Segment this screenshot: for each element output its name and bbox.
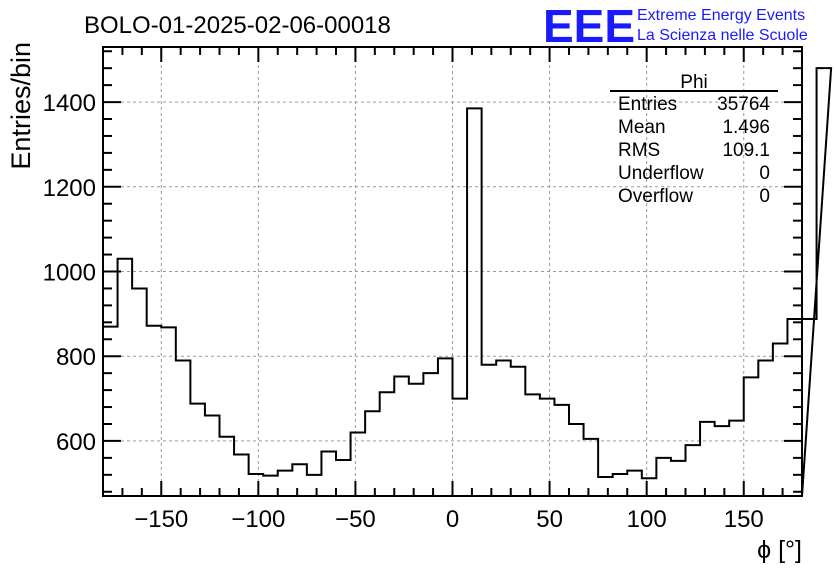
x-axis-label: ϕ [°] — [757, 536, 802, 564]
histogram-bin — [671, 461, 686, 496]
stats-row-value: 35764 — [717, 94, 770, 115]
histogram-bin — [642, 478, 657, 496]
stats-row-value: 0 — [759, 186, 770, 207]
histogram-bin — [817, 68, 832, 496]
histogram-bin — [569, 424, 584, 496]
eee-logo-mark: EEE — [543, 0, 635, 52]
histogram-bin — [511, 367, 526, 496]
y-tick-label: 1400 — [43, 90, 96, 117]
eee-logo-line1: Extreme Energy Events — [637, 7, 805, 24]
histogram-bin — [205, 416, 220, 496]
histogram-bin — [584, 439, 599, 496]
histogram-bin — [423, 373, 438, 496]
x-tick-label: 150 — [724, 506, 764, 533]
histogram-bin — [802, 319, 817, 496]
histogram-bin — [380, 392, 395, 496]
stats-box-title: Phi — [680, 72, 707, 93]
histogram-bin — [613, 474, 628, 496]
histogram-bin — [307, 475, 322, 496]
histogram-bin — [176, 360, 191, 496]
histogram-bin — [715, 426, 730, 496]
stats-row-value: 1.496 — [722, 117, 770, 138]
histogram-bin — [453, 399, 468, 496]
histogram-bin — [525, 394, 540, 496]
histogram-bin — [365, 411, 380, 496]
histogram-bin — [336, 460, 351, 496]
y-tick-label: 600 — [56, 429, 96, 456]
stats-row-label: Mean — [618, 117, 666, 138]
histogram-bin — [496, 360, 511, 496]
eee-logo: EEE Extreme Energy Events La Scienza nel… — [543, 0, 808, 52]
x-tick-label: 100 — [627, 506, 667, 533]
axis-ticks: −150 −100 −50 0 50 100 150 600 800 1000 1200 1400 — [43, 47, 803, 533]
y-tick-label: 1200 — [43, 175, 96, 202]
histogram-bin — [409, 384, 424, 496]
histogram-bin — [220, 437, 235, 496]
x-tick-label: 0 — [446, 506, 459, 533]
histogram-bin — [729, 421, 744, 496]
histogram-bin — [147, 326, 162, 496]
histogram-bin — [744, 377, 759, 496]
x-tick-label: −50 — [335, 506, 376, 533]
stats-row-value: 0 — [759, 163, 770, 184]
histogram-series — [102, 67, 833, 497]
histogram-bin — [773, 344, 788, 496]
histogram-bin — [278, 471, 293, 496]
histogram-bin — [438, 358, 453, 496]
histogram-bin — [103, 327, 118, 496]
histogram-bin — [598, 477, 613, 496]
x-tick-label: 50 — [536, 506, 563, 533]
histogram-bin — [467, 108, 482, 496]
chart-title: BOLO-01-2025-02-06-00018 — [84, 12, 391, 39]
histogram-bin — [321, 452, 336, 496]
histogram-bin — [190, 404, 205, 496]
x-tick-label: −150 — [134, 506, 188, 533]
histogram-bin — [351, 432, 366, 496]
y-tick-label: 800 — [56, 344, 96, 371]
histogram-bin — [118, 259, 133, 496]
stats-box: Phi Entries 35764 Mean 1.496 RMS 109.1 Underfl… — [610, 72, 778, 207]
stats-box-rows: Entries 35764 Mean 1.496 RMS 109.1 Underflow 0 O… — [618, 94, 770, 207]
histogram-bin — [700, 422, 715, 496]
histogram-bin — [554, 405, 569, 496]
x-tick-label: −100 — [231, 506, 285, 533]
histogram-bin — [161, 327, 176, 496]
histogram-bin — [540, 399, 555, 496]
histogram-bin — [292, 464, 307, 496]
histogram-bin — [627, 471, 642, 496]
eee-logo-line2: La Scienza nelle Scuole — [637, 27, 808, 44]
stats-row-label: RMS — [618, 140, 660, 161]
histogram-bin — [249, 474, 264, 496]
histogram-bin — [394, 377, 409, 496]
histogram-bin — [686, 445, 701, 496]
histogram-bin — [234, 454, 249, 496]
histogram-bin — [656, 458, 671, 496]
stats-row-label: Underflow — [618, 163, 704, 184]
y-tick-label: 1000 — [43, 260, 96, 287]
stats-row-label: Entries — [618, 94, 677, 115]
y-axis-label: Entries/bin — [6, 42, 36, 170]
histogram-bin — [263, 476, 278, 496]
stats-row-value: 109.1 — [722, 140, 770, 161]
grid — [103, 47, 802, 496]
histogram-bin — [482, 365, 497, 496]
stats-row-label: Overflow — [618, 186, 693, 207]
histogram-bin — [132, 288, 147, 496]
histogram-bin — [758, 360, 773, 496]
